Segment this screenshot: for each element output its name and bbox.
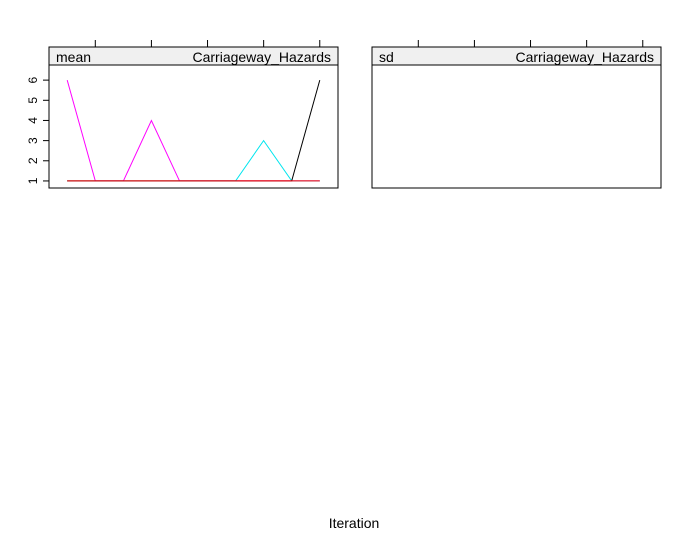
x-axis-label: Iteration bbox=[329, 515, 380, 531]
y-tick-label-2: 2 bbox=[26, 157, 40, 164]
series-line-3 bbox=[67, 79, 321, 182]
y-tick-label-6: 6 bbox=[26, 76, 40, 83]
series-line-2 bbox=[67, 139, 320, 182]
panel-mean-y-axis: 1 2 3 4 5 6 bbox=[26, 76, 49, 184]
panel-mean-plot-area bbox=[48, 64, 339, 189]
panel-sd-plot-area bbox=[371, 64, 662, 189]
panel-mean-top-ticks bbox=[94, 40, 321, 47]
y-tick-label-5: 5 bbox=[26, 97, 40, 104]
y-tick-label-4: 4 bbox=[26, 117, 40, 124]
panel-sd-top-ticks bbox=[417, 40, 644, 47]
panel-sd-strip-label-left: sd bbox=[379, 49, 394, 65]
panel-mean-strip-label-left: mean bbox=[56, 49, 91, 65]
panel-mean-series bbox=[66, 79, 321, 182]
y-tick-label-1: 1 bbox=[26, 177, 40, 184]
panel-mean-strip-label-right: Carriageway_Hazards bbox=[192, 49, 331, 65]
panel-sd: sd Carriageway_Hazards bbox=[371, 40, 662, 189]
y-tick-label-3: 3 bbox=[26, 137, 40, 144]
series-line-1 bbox=[66, 79, 320, 182]
panel-sd-strip-label-right: Carriageway_Hazards bbox=[515, 49, 654, 65]
panel-mean: mean Carriageway_Hazards 1 2 3 4 5 6 bbox=[26, 40, 339, 189]
